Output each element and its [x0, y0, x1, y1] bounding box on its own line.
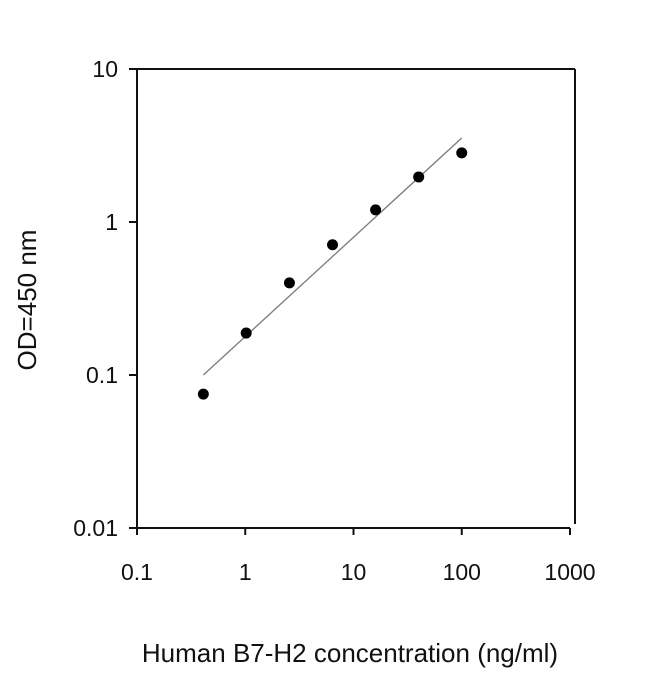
data-point	[240, 327, 252, 339]
x-tick-label: 1000	[544, 559, 595, 585]
y-tick-label: 0.1	[86, 362, 118, 388]
data-point	[327, 239, 339, 251]
x-tick-label: 100	[443, 559, 481, 585]
data-point	[197, 388, 209, 400]
plot-frame	[129, 68, 576, 535]
x-axis-ticks: 0.1 1 10 100 1000	[121, 528, 596, 585]
data-point	[283, 277, 295, 289]
data-point	[456, 147, 468, 159]
data-point	[413, 171, 425, 183]
x-tick-label: 0.1	[121, 559, 153, 585]
y-tick-label: 10	[92, 56, 118, 82]
x-tick-label: 10	[341, 559, 367, 585]
y-tick-label: 1	[105, 209, 118, 235]
x-axis-title: Human B7-H2 concentration (ng/ml)	[142, 638, 558, 668]
y-axis-ticks: 0.01 0.1 1 10	[73, 56, 137, 541]
data-point	[370, 204, 382, 216]
y-axis-title: OD=450 nm	[12, 230, 42, 371]
x-tick-label: 1	[239, 559, 252, 585]
y-tick-label: 0.01	[73, 515, 118, 541]
data-points	[197, 147, 468, 400]
